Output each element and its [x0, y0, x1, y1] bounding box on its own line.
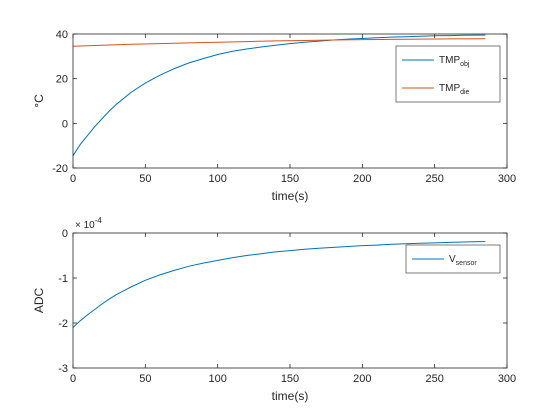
series-line-obj [72, 34, 486, 156]
x-tick-label: 100 [208, 173, 226, 185]
y-axis-label: °C [32, 94, 46, 108]
series-line-die [72, 38, 486, 47]
x-tick-label: 0 [70, 373, 76, 385]
x-tick-label: 150 [281, 373, 299, 385]
legend: TMPobj TMPdie [395, 45, 501, 103]
y-axis-label: ADC [32, 288, 46, 314]
y-tick-label: -20 [52, 163, 68, 175]
x-tick-label: 150 [281, 173, 299, 185]
legend-label-obj: TMPobj [439, 55, 470, 68]
legend-box [395, 45, 501, 103]
x-tick-label: 250 [425, 173, 443, 185]
y-tick-label: 20 [56, 74, 68, 86]
y-tick-label: 0 [62, 118, 68, 130]
y-tick-label: 0 [62, 228, 68, 240]
legend-label-die: TMPdie [439, 83, 470, 96]
chart-1: 0 50 100 150 200 250 300-2002040time(s)°CTMPob… [32, 29, 516, 203]
legend-label-sensor: Vsensor [449, 254, 477, 267]
x-tick-label: 50 [139, 173, 151, 185]
x-axis-label: time(s) [272, 389, 309, 403]
axis-multiplier: × 10-4 [75, 216, 102, 231]
x-tick-label: 0 [70, 173, 76, 185]
series-line-sensor [72, 241, 486, 328]
x-tick-label: 200 [353, 373, 371, 385]
y-tick-label: 40 [56, 29, 68, 41]
y-tick-label: -2 [58, 318, 68, 330]
x-tick-label: 50 [139, 373, 151, 385]
y-tick-label: -3 [58, 363, 68, 375]
x-axis-label: time(s) [272, 189, 309, 203]
chart-2: 0 50 100 150 200 250 300 -3 -2 -1 0 time(s) ADC × 10-… [32, 216, 516, 403]
x-tick-label: 300 [498, 173, 516, 185]
x-tick-label: 200 [353, 173, 371, 185]
x-tick-label: 300 [498, 373, 516, 385]
x-tick-label: 250 [425, 373, 443, 385]
x-tick-label: 100 [208, 373, 226, 385]
legend: Vsensor [405, 244, 501, 274]
y-tick-label: -1 [58, 273, 68, 285]
